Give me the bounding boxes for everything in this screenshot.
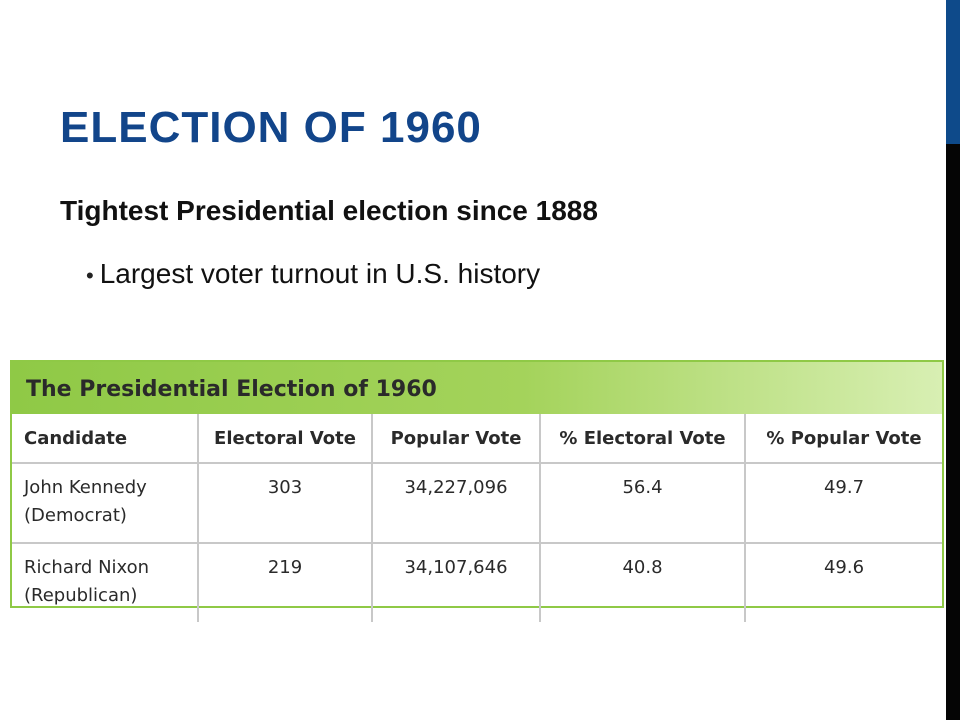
candidate-name: John Kennedy <box>24 477 147 498</box>
results-table: Candidate Electoral Vote Popular Vote % … <box>12 414 942 622</box>
table-caption: The Presidential Election of 1960 <box>12 362 942 414</box>
header-popular-vote: Popular Vote <box>371 414 541 464</box>
slide-subtitle: Tightest Presidential election since 188… <box>60 195 598 226</box>
pct-popular-cell: 49.7 <box>744 462 942 544</box>
bullet-icon: • <box>86 263 94 288</box>
candidate-cell: John Kennedy (Democrat) <box>12 462 199 544</box>
candidate-cell: Richard Nixon (Republican) <box>12 542 199 622</box>
header-pct-electoral: % Electoral Vote <box>539 414 746 464</box>
accent-bar-blue <box>946 0 960 144</box>
slide-title: ELECTION OF 1960 <box>60 103 482 152</box>
electoral-vote-cell: 219 <box>197 542 373 622</box>
candidate-party: (Democrat) <box>24 505 127 526</box>
pct-popular-cell: 49.6 <box>744 542 942 622</box>
candidate-name: Richard Nixon <box>24 557 150 578</box>
header-candidate: Candidate <box>12 414 199 464</box>
bullet-text: Largest voter turnout in U.S. history <box>99 258 541 289</box>
table-row: Richard Nixon (Republican) 219 34,107,64… <box>12 542 942 622</box>
table-row: John Kennedy (Democrat) 303 34,227,096 5… <box>12 462 942 544</box>
accent-bar-black <box>946 144 960 720</box>
pct-electoral-cell: 56.4 <box>539 462 746 544</box>
popular-vote-cell: 34,227,096 <box>371 462 541 544</box>
bullet-item: • Largest voter turnout in U.S. history <box>86 257 540 293</box>
header-pct-popular: % Popular Vote <box>744 414 942 464</box>
popular-vote-cell: 34,107,646 <box>371 542 541 622</box>
header-electoral-vote: Electoral Vote <box>197 414 373 464</box>
electoral-vote-cell: 303 <box>197 462 373 544</box>
election-results-table: The Presidential Election of 1960 Candid… <box>10 360 944 622</box>
table-header-row: Candidate Electoral Vote Popular Vote % … <box>12 414 942 464</box>
candidate-party: (Republican) <box>24 585 138 606</box>
pct-electoral-cell: 40.8 <box>539 542 746 622</box>
